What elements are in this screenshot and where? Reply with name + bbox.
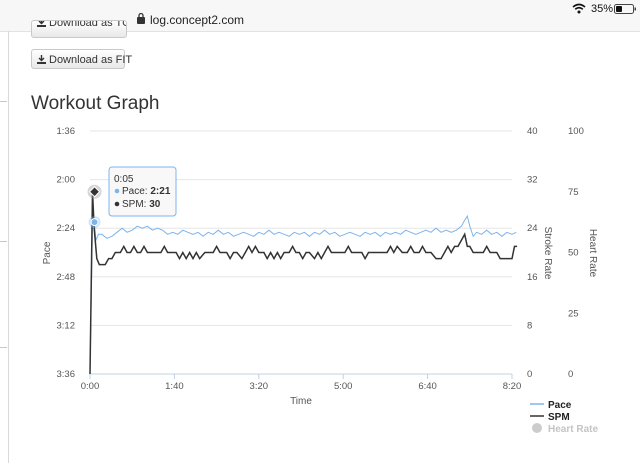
x-tick-label: 0:00 [81,381,100,392]
heart-rate-tick-label: 100 [568,126,584,137]
legend-pace-label: Pace [548,400,572,411]
download-icon [37,55,46,64]
download-fit-button[interactable]: Download as FIT [31,49,132,69]
stroke-rate-axis-title: Stroke Rate [542,227,553,280]
pace-tick-label: 3:36 [57,369,76,380]
download-tcx-label: Download as TCX [49,20,126,29]
download-tcx-button[interactable]: Download as TCX [31,20,127,38]
legend-heart-rate-label: Heart Rate [548,424,598,435]
legend-spm-label: SPM [548,412,570,423]
tooltip-label: SPM: [122,199,149,210]
heart-rate-tick-label: 25 [568,308,579,319]
tooltip-value: 30 [149,199,161,210]
x-tick-label: 8:20 [503,381,522,392]
x-tick-label: 6:40 [418,381,437,392]
x-tick-label: 5:00 [334,381,353,392]
pace-axis-title: Pace [42,241,53,264]
heart-rate-tick-label: 0 [568,369,573,380]
rail-divider [0,241,7,242]
legend-heart-rate-swatch [532,423,542,433]
heart-rate-axis-title: Heart Rate [587,229,598,278]
rail-divider [0,101,7,102]
spm-series-line [89,191,518,375]
lock-icon [137,12,145,24]
tooltip-time: 0:05 [114,174,134,185]
download-fit-label: Download as FIT [49,54,133,66]
heart-rate-tick-label: 75 [568,187,579,198]
tooltip-label: Pace: [122,186,150,197]
tooltip-line: Pace: 2:21 [122,186,171,197]
stroke-rate-tick-label: 32 [527,175,538,186]
left-sidebar-edge [0,31,9,463]
battery-icon [614,4,636,14]
stroke-rate-tick-label: 0 [527,369,532,380]
tooltip-series-dot [114,201,120,207]
x-axis-title: Time [290,396,312,407]
pace-hover-point [90,218,99,227]
stroke-rate-tick-label: 40 [527,126,538,137]
pace-tick-label: 3:12 [57,320,76,331]
rail-divider [0,347,7,348]
chart-tooltip [108,166,177,217]
pace-tick-label: 2:00 [57,175,76,186]
spm-hover-point [88,186,101,198]
stroke-rate-tick-label: 8 [527,320,532,331]
page-title: Workout Graph [31,93,160,114]
heart-rate-tick-label: 50 [568,248,579,259]
wifi-icon [572,3,586,14]
stroke-rate-tick-label: 16 [527,272,538,283]
battery-percent: 35% [591,3,614,15]
download-icon [37,21,46,27]
pace-series-line [89,214,517,375]
address-bar-url[interactable]: log.concept2.com [150,13,245,27]
tooltip-series-dot [114,188,120,194]
stroke-rate-tick-label: 24 [527,223,538,234]
tooltip-line: SPM: 30 [122,199,161,210]
tooltip-value: 2:21 [150,186,170,197]
x-tick-label: 3:20 [250,381,269,392]
pace-tick-label: 2:24 [57,223,76,234]
pace-tick-label: 1:36 [57,126,76,137]
pace-tick-label: 2:48 [57,272,76,283]
x-tick-label: 1:40 [165,381,184,392]
